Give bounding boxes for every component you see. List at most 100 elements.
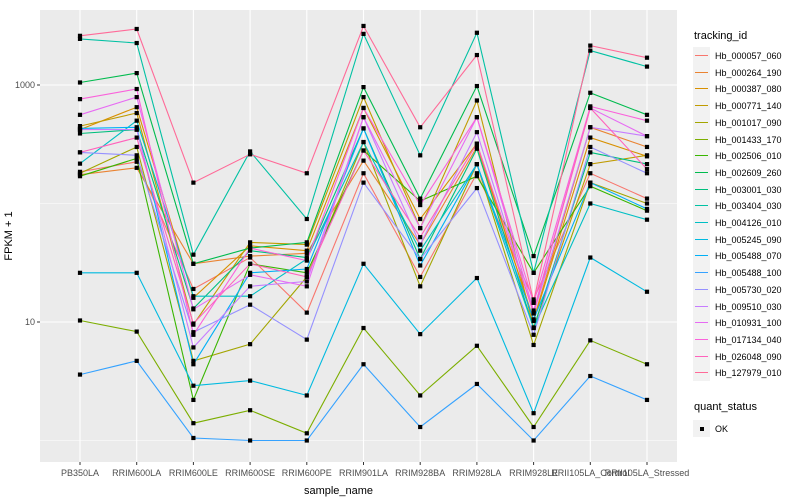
data-point: [191, 383, 196, 388]
data-point: [304, 270, 309, 275]
data-point: [134, 329, 139, 334]
y-tick-label-10: 10: [24, 317, 35, 327]
legend-key-swatch: [693, 113, 710, 131]
data-point: [191, 261, 196, 266]
legend-key-swatch: [693, 330, 710, 348]
legend-title-quant-status: quant_status: [694, 401, 757, 413]
data-point: [588, 125, 593, 130]
data-point: [531, 317, 536, 322]
data-point: [418, 125, 423, 130]
data-point: [248, 243, 253, 248]
legend-label: Hb_000387_080: [715, 84, 782, 95]
data-point: [304, 248, 309, 253]
data-point: [588, 43, 593, 48]
legend-key-swatch: [693, 280, 710, 298]
legend-key-swatch: [693, 214, 710, 231]
data-point: [474, 130, 479, 135]
data-point: [531, 332, 536, 337]
data-point: [77, 123, 83, 129]
data-point: [248, 152, 253, 157]
data-point: [644, 171, 650, 176]
data-point: [418, 332, 423, 337]
data-point: [588, 48, 593, 53]
data-point: [134, 118, 139, 123]
data-point: [77, 161, 83, 166]
data-point: [418, 216, 423, 222]
legend-title-tracking-id: tracking_id: [694, 30, 748, 42]
legend-label: Hb_004126_010: [715, 218, 782, 228]
data-point: [304, 251, 309, 256]
legend-label: Hb_005245_090: [715, 234, 782, 245]
data-point: [77, 171, 83, 176]
data-point: [304, 216, 309, 222]
data-point: [474, 343, 479, 348]
data-point: [588, 171, 593, 176]
data-point: [531, 310, 536, 315]
data-point: [644, 134, 650, 139]
data-point: [644, 64, 650, 69]
data-point: [474, 115, 479, 120]
data-point: [361, 85, 366, 90]
legend-key-swatch: [693, 197, 710, 215]
legend-key-swatch: [693, 163, 710, 181]
data-point: [531, 342, 536, 348]
data-point: [191, 397, 196, 403]
data-point: [588, 90, 593, 95]
data-point: [644, 112, 650, 117]
data-point: [248, 378, 253, 383]
data-point: [77, 131, 83, 136]
data-point: [418, 202, 423, 208]
data-point: [77, 270, 83, 275]
data-point: [304, 310, 309, 315]
data-point: [644, 153, 650, 158]
data-point: [361, 31, 366, 36]
legend-label: Hb_002506_010: [715, 151, 782, 162]
data-point: [361, 139, 366, 145]
data-point: [304, 279, 309, 284]
data-point: [134, 40, 139, 46]
data-point: [588, 180, 593, 185]
data-point: [191, 345, 196, 350]
data-point: [248, 438, 253, 443]
legend-line-icon: [695, 255, 708, 257]
legend-line-icon: [695, 88, 708, 90]
data-point: [134, 95, 139, 100]
data-point: [418, 284, 423, 289]
legend-label: Hb_009510_030: [715, 301, 782, 312]
legend-line-icon: [695, 288, 708, 290]
data-point: [304, 393, 309, 398]
data-point: [418, 393, 423, 398]
data-point: [644, 206, 650, 212]
data-point: [134, 127, 139, 132]
data-point: [248, 342, 253, 347]
data-point: [474, 146, 479, 151]
data-point: [304, 240, 309, 245]
data-point: [134, 105, 139, 110]
data-point: [191, 330, 196, 335]
legend-label: Hb_005730_020: [715, 284, 782, 295]
x-axis-title: sample_name: [303, 485, 374, 497]
data-point: [361, 158, 366, 163]
data-point: [304, 266, 309, 272]
data-point: [531, 308, 536, 313]
data-point: [248, 408, 253, 413]
data-point: [191, 180, 196, 185]
data-point: [418, 196, 423, 201]
legend-key-swatch: [693, 297, 710, 315]
data-point: [361, 115, 366, 120]
data-point: [77, 174, 83, 179]
data-point: [304, 438, 309, 443]
x-tick-label-RRIM928BA: RRIM928BA: [395, 468, 446, 478]
panel-background: [40, 10, 677, 462]
legend-label: Hb_001017_090: [715, 117, 782, 128]
x-tick-label-RRIM600PE: RRIM600PE: [281, 468, 332, 478]
legend-key-swatch: [693, 420, 710, 437]
data-point: [191, 321, 196, 326]
data-point: [134, 156, 139, 161]
data-point: [134, 135, 139, 140]
x-tick-label-RRIM928LA: RRIM928LA: [452, 468, 502, 478]
data-point: [588, 135, 593, 140]
data-point: [248, 149, 253, 154]
data-point: [304, 171, 309, 176]
data-point: [418, 242, 423, 247]
